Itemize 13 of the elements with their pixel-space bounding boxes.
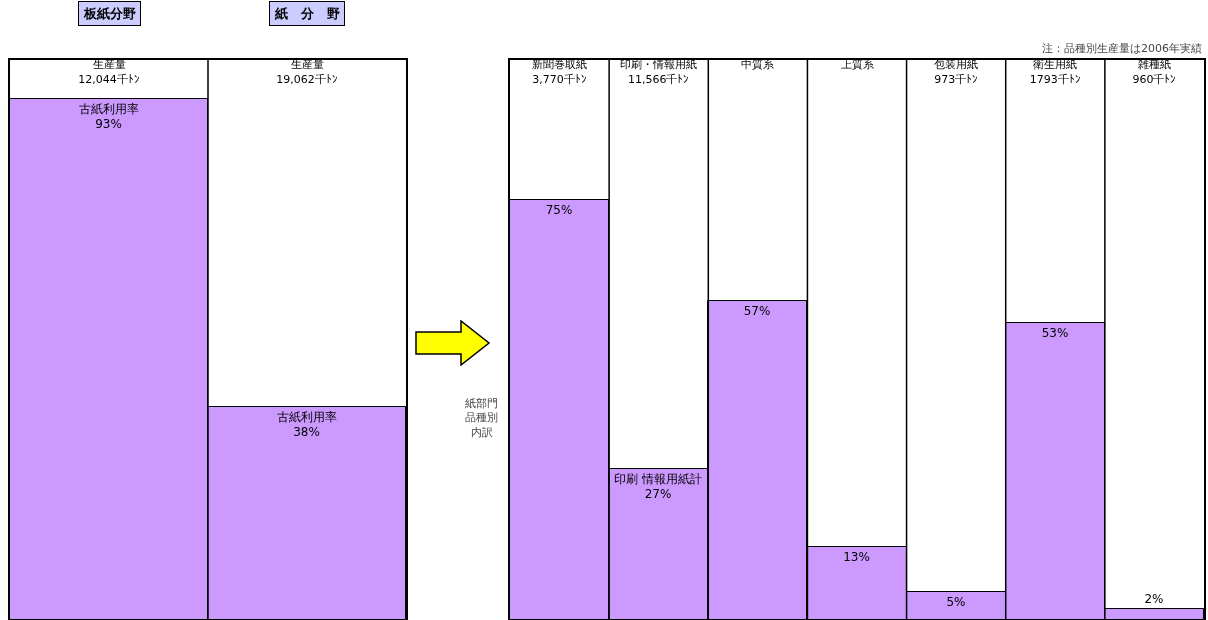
text: 紙 分 野 xyxy=(274,6,340,21)
text: 紙部門品種別内訳 xyxy=(465,397,498,439)
data-label: 57% xyxy=(743,303,771,318)
data-label: 53% xyxy=(1041,325,1069,340)
data-label: 2% xyxy=(1144,591,1164,606)
data-label: 古紙利用率 93% xyxy=(78,101,139,132)
data-label: 5% xyxy=(946,594,966,609)
data-label: 13% xyxy=(843,549,870,564)
data-label: 古紙利用率 38% xyxy=(276,409,337,440)
text: 板紙分野 xyxy=(83,6,136,21)
text: 注：品種別生産量は2006年実績 xyxy=(1042,42,1202,55)
data-label: 印刷 情報用紙計 27% xyxy=(614,471,702,502)
data-label: 75% xyxy=(545,202,573,217)
